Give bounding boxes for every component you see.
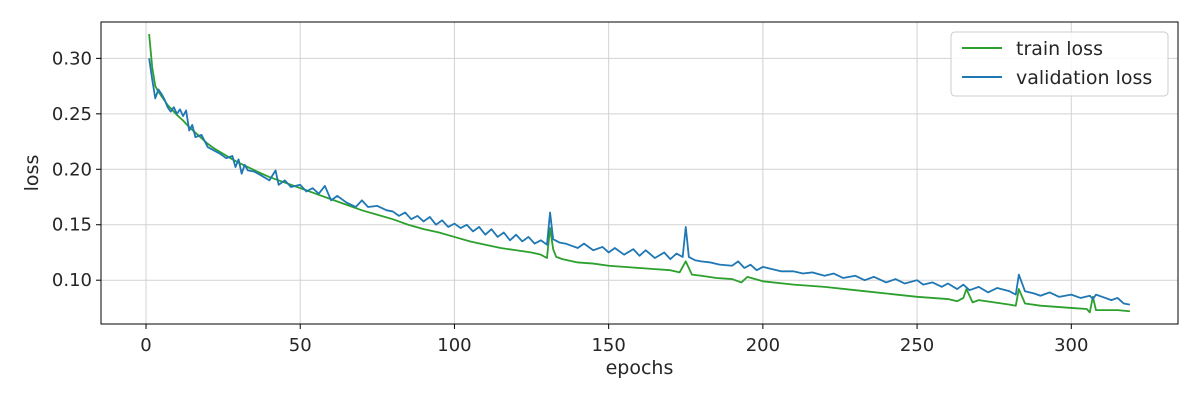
x-tick-label: 100: [437, 335, 471, 356]
x-tick-label: 150: [591, 335, 625, 356]
y-tick-label: 0.30: [52, 48, 92, 69]
y-tick-label: 0.10: [52, 270, 92, 291]
train-loss-line: [148, 33, 1130, 314]
legend-label-validation: validation loss: [1016, 67, 1152, 89]
legend: train loss validation loss: [950, 31, 1169, 97]
x-tick-label: 300: [1054, 335, 1088, 356]
y-axis-label: loss: [21, 155, 43, 192]
axes: [96, 21, 1179, 329]
tick-labels: 0 50 100 150 200 250 300 0.10 0.15 0.20 0.25 0.30: [52, 48, 1089, 356]
y-tick-label: 0.25: [52, 104, 92, 125]
y-tick-label: 0.20: [52, 159, 92, 180]
legend-box: [950, 31, 1169, 97]
x-tick-label: 200: [746, 335, 780, 356]
y-tick-label: 0.15: [52, 215, 92, 236]
plot-frame: [100, 21, 1179, 325]
legend-label-train: train loss: [1016, 38, 1103, 60]
series-lines: [148, 33, 1131, 314]
x-axis-label: epochs: [606, 357, 674, 379]
x-tick-label: 0: [140, 335, 151, 356]
x-tick-label: 250: [900, 335, 934, 356]
validation-loss-line: [148, 58, 1131, 306]
x-tick-label: 50: [289, 335, 312, 356]
